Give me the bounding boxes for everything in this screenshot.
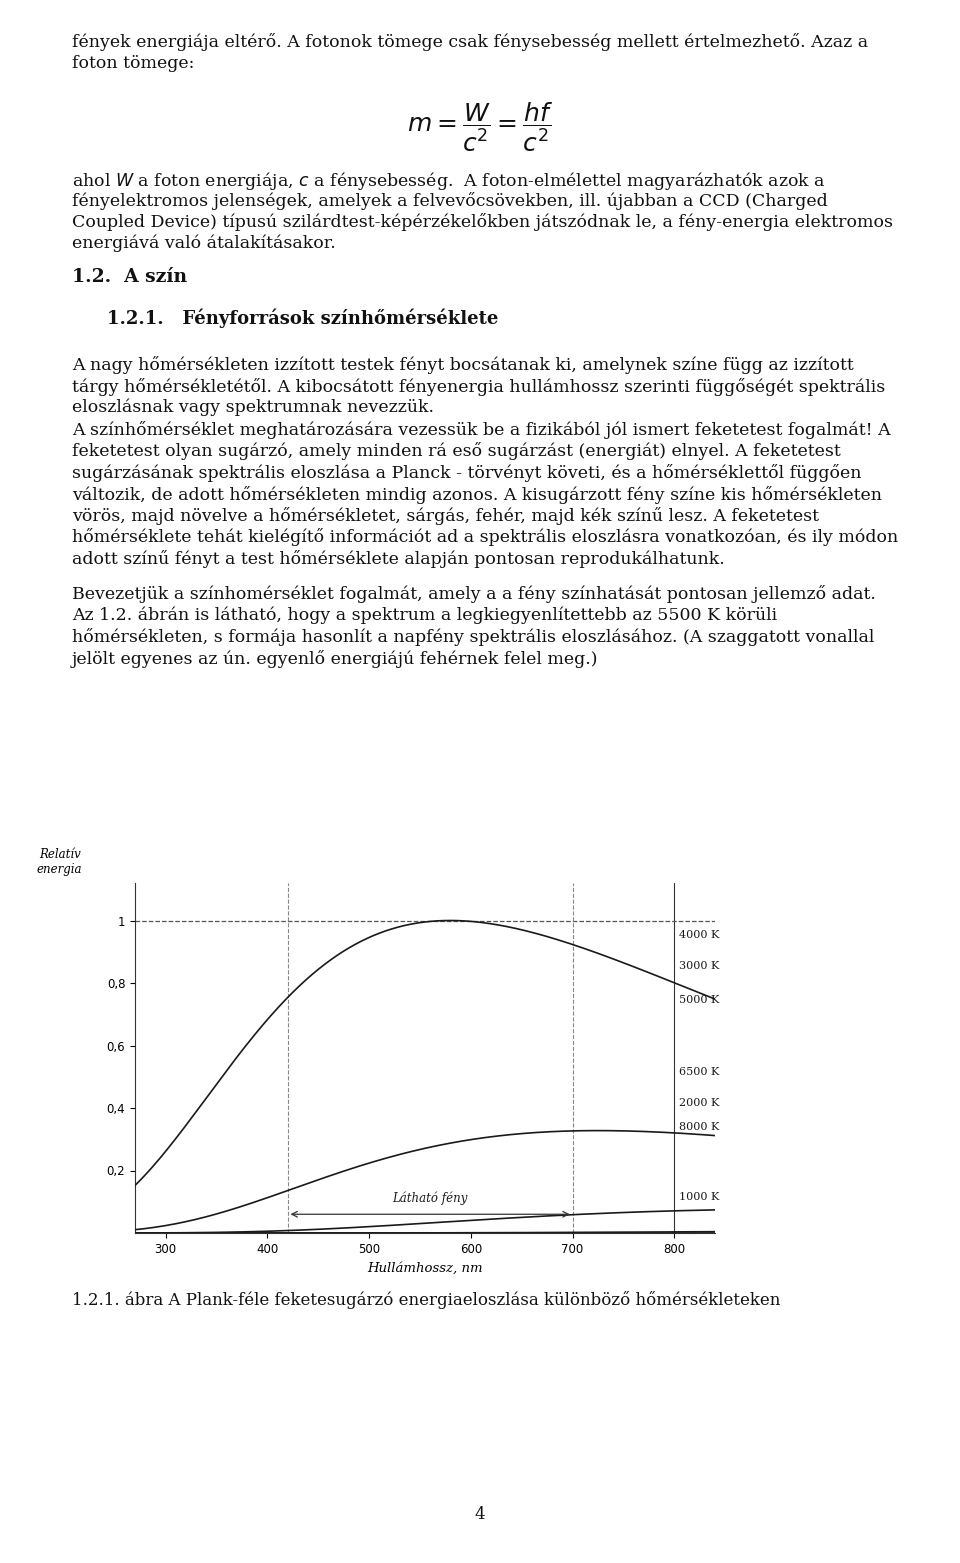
Text: Látható fény: Látható fény: [393, 1191, 468, 1205]
Text: hőmérsékleten, s formája hasonlít a napfény spektrális eloszlásához. (A szaggato: hőmérsékleten, s formája hasonlít a napf…: [72, 628, 875, 646]
Text: 8000 K: 8000 K: [680, 1122, 720, 1132]
Text: fények energiája eltérő. A fotonok tömege csak fénysebesség mellett értelmezhető: fények energiája eltérő. A fotonok tömeg…: [72, 33, 868, 52]
Text: Bevezetjük a színhomérséklet fogalmát, amely a a fény színhatását pontosan jelle: Bevezetjük a színhomérséklet fogalmát, a…: [72, 585, 876, 603]
Text: Coupled Device) típusú szilárdtest-képérzékelőkben játszódnak le, a fény-energia: Coupled Device) típusú szilárdtest-képér…: [72, 213, 893, 231]
Text: 3000 K: 3000 K: [680, 961, 720, 971]
Text: A nagy hőmérsékleten izzított testek fényt bocsátanak ki, amelynek színe függ az: A nagy hőmérsékleten izzított testek fén…: [72, 356, 853, 374]
Text: fényelektromos jelenségek, amelyek a felvevőcsövekben, ill. újabban a CCD (Charg: fényelektromos jelenségek, amelyek a fel…: [72, 192, 828, 209]
Text: 1000 K: 1000 K: [680, 1193, 720, 1202]
Text: 1.2.  A szín: 1.2. A szín: [72, 267, 187, 286]
Text: Az 1.2. ábrán is látható, hogy a spektrum a legkiegyenlítettebb az 5500 K körüli: Az 1.2. ábrán is látható, hogy a spektru…: [72, 606, 778, 624]
X-axis label: Hullámhossz, nm: Hullámhossz, nm: [367, 1261, 483, 1274]
Text: 6500 K: 6500 K: [680, 1068, 720, 1077]
Text: 2000 K: 2000 K: [680, 1099, 720, 1108]
Text: Relatív
energia: Relatív energia: [36, 849, 83, 875]
Text: foton tömege:: foton tömege:: [72, 55, 194, 72]
Text: változik, de adott hőmérsékleten mindig azonos. A kisugárzott fény színe kis hőm: változik, de adott hőmérsékleten mindig …: [72, 486, 882, 503]
Text: jelölt egyenes az ún. egyenlő energiájú fehérnek felel meg.): jelölt egyenes az ún. egyenlő energiájú …: [72, 650, 598, 667]
Text: vörös, majd növelve a hőmérsékletet, sárgás, fehér, majd kék színű lesz. A feket: vörös, majd növelve a hőmérsékletet, sár…: [72, 506, 819, 525]
Text: 4000 K: 4000 K: [680, 930, 720, 939]
Text: sugárzásának spektrális eloszlása a Planck - törvényt követi, és a hőmérséklettő: sugárzásának spektrális eloszlása a Plan…: [72, 464, 861, 481]
Text: feketetest olyan sugárzó, amely minden rá eső sugárzást (energiát) elnyel. A fek: feketetest olyan sugárzó, amely minden r…: [72, 442, 841, 461]
Text: 1.2.1. ábra A Plank-féle feketesugárzó energiaeloszlása különböző hőmérsékleteke: 1.2.1. ábra A Plank-féle feketesugárzó e…: [72, 1291, 780, 1308]
Text: eloszlásnak vagy spektrumnak nevezzük.: eloszlásnak vagy spektrumnak nevezzük.: [72, 399, 434, 416]
Text: tárgy hőmérsékletétől. A kibocsátott fényenergia hullámhossz szerinti függőségét: tárgy hőmérsékletétől. A kibocsátott fén…: [72, 378, 885, 395]
Text: 4: 4: [474, 1507, 486, 1522]
Text: 5000 K: 5000 K: [680, 996, 720, 1005]
Text: 1.2.1.   Fényforrások színhőmérséklete: 1.2.1. Fényforrások színhőmérséklete: [107, 308, 498, 328]
Text: $m = \dfrac{W}{c^{2}} = \dfrac{hf}{c^{2}}$: $m = \dfrac{W}{c^{2}} = \dfrac{hf}{c^{2}…: [407, 102, 553, 155]
Text: energiává való átalakításakor.: energiává való átalakításakor.: [72, 234, 336, 252]
Text: ahol $W$ a foton energiája, $c$ a fénysebesség.  A foton-elmélettel magyarázható: ahol $W$ a foton energiája, $c$ a fényse…: [72, 170, 826, 192]
Text: A színhőmérséklet meghatározására vezessük be a fizikából jól ismert feketetest : A színhőmérséklet meghatározására vezess…: [72, 420, 891, 439]
Text: adott színű fényt a test hőmérséklete alapján pontosan reprodukálhatunk.: adott színű fényt a test hőmérséklete al…: [72, 550, 725, 567]
Text: hőmérséklete tehát kielégítő információt ad a spektrális eloszlásra vonatkozóan,: hőmérséklete tehát kielégítő információt…: [72, 528, 899, 547]
